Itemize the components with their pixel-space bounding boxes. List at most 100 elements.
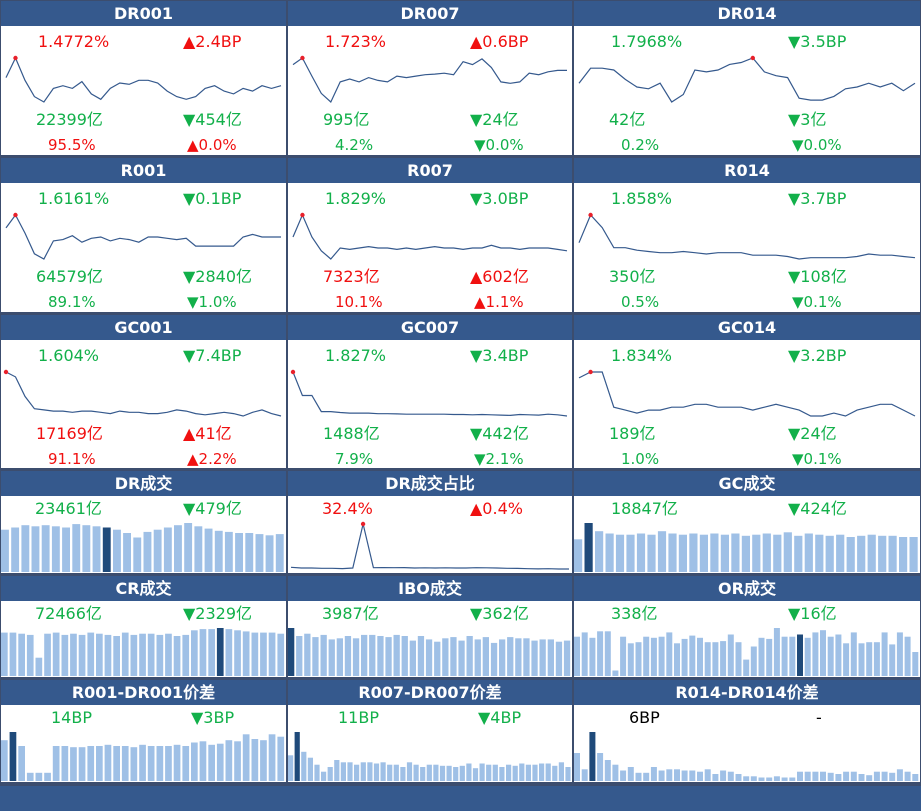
- panel-title: DR001: [1, 1, 286, 26]
- volume-bar-chart-bar: [61, 634, 69, 676]
- volume-bar-chart-bar: [245, 533, 254, 572]
- volume-bar-chart: [288, 628, 571, 676]
- volume-bar-chart-bar: [783, 532, 792, 572]
- volume-bar-chart-bar: [896, 632, 903, 676]
- share-line-chart-max-marker: [360, 521, 366, 527]
- spread-bar-chart-bar: [720, 770, 727, 781]
- volume-bar-chart-bar: [741, 535, 750, 572]
- volume-bar-chart-bar: [804, 533, 813, 572]
- spread-change: -: [816, 708, 822, 727]
- volume-bar-chart-bar: [773, 534, 782, 572]
- volume-bar-chart-bar: [615, 534, 625, 572]
- volume-bar-chart-bar: [31, 526, 40, 572]
- volume-bar-chart-bar: [873, 642, 880, 676]
- spread-bar-chart-bar: [850, 771, 857, 781]
- rate-panel-r014: R014 1.858% ▼3.7BP 350亿 ▼108亿 0.5% ▼0.1%: [574, 158, 920, 312]
- volume-change: ▲602亿: [470, 267, 529, 286]
- volume-bar-chart-bar: [731, 533, 740, 572]
- spread-bar-chart-bar: [674, 769, 680, 781]
- volume-bar-chart-bar: [18, 633, 25, 676]
- volume-change: ▼454亿: [183, 110, 242, 129]
- rate-sparkline: [5, 212, 281, 260]
- volume-bar-chart-bar: [182, 634, 190, 676]
- spread-bar-chart-bar: [866, 775, 873, 781]
- volume-bar-chart-bar: [843, 643, 850, 676]
- volume-bar-chart-bar: [92, 526, 101, 572]
- volume-bar-chart-bar: [21, 525, 30, 572]
- spread-bar-chart: [288, 732, 571, 781]
- spread-bar-chart-bar: [896, 769, 903, 781]
- volume-bar-chart-bar: [758, 637, 765, 676]
- rate-sparkline-line: [5, 213, 281, 260]
- volume-bar-chart-bar: [474, 639, 481, 676]
- rate-panel-r001: R001 1.6161% ▼0.1BP 64579亿 ▼2840亿 89.1% ▼1.0%: [1, 158, 286, 312]
- volume-bar-chart-bar: [377, 636, 384, 676]
- spread-bar-chart-bar: [558, 762, 564, 781]
- spread-bar-chart-bar: [597, 753, 604, 781]
- volume-bar-chart: [1, 628, 285, 676]
- rate-change: ▼3.4BP: [470, 346, 529, 365]
- spread-bar-chart-bar: [165, 746, 172, 781]
- volume-bar-chart-bar: [612, 670, 619, 676]
- panel-title: DR成交占比: [288, 471, 572, 496]
- volume-bar-chart-bar: [352, 638, 360, 676]
- panel-title: GC成交: [574, 471, 920, 496]
- spread-bar-chart-bar: [519, 763, 525, 781]
- spread-bar-chart-bar: [539, 763, 545, 781]
- volume-value: 7323亿: [323, 267, 380, 286]
- spread-bar-chart-bar: [506, 764, 512, 781]
- volume-bar-chart-bar: [743, 659, 750, 676]
- spread-bar-chart-bar: [1, 740, 8, 781]
- rate-change: ▼3.0BP: [470, 189, 529, 208]
- volume-bar-chart-bar: [912, 652, 919, 676]
- volume-bar-chart-bar: [635, 642, 642, 676]
- volume-bar-chart-bar: [385, 637, 392, 676]
- volume-bar-chart-bar: [156, 634, 164, 676]
- panel-title: R007-DR007价差: [288, 680, 572, 705]
- panel-title: DR成交: [1, 471, 286, 496]
- spread-bar-chart-bar: [620, 770, 627, 781]
- volume-bar-chart-bar: [899, 537, 908, 572]
- spread-bar-chart-bar: [87, 746, 95, 781]
- spread-bar-chart-bar: [288, 755, 294, 781]
- share-value: 0.2%: [621, 136, 660, 154]
- spread-bar-chart-bar: [433, 764, 439, 781]
- spread-bar-chart-bar: [604, 760, 611, 781]
- share-value: 7.9%: [335, 450, 374, 468]
- rate-value: 1.834%: [611, 346, 673, 365]
- spread-bar-chart-bar: [827, 772, 834, 781]
- volume-value: 995亿: [323, 110, 370, 129]
- volume-bar-chart-bar: [409, 640, 416, 676]
- share-change: ▼0.0%: [792, 136, 842, 154]
- volume-bar-chart-bar: [773, 628, 780, 676]
- volume-bar-chart-bar: [643, 636, 650, 676]
- share-change: ▼1.0%: [187, 293, 237, 311]
- rate-sparkline-line: [578, 213, 916, 260]
- volume-bar-chart-bar: [204, 528, 213, 572]
- volume-bar-chart-bar: [605, 533, 614, 572]
- volume-bar-chart-bar: [216, 628, 224, 676]
- rate-sparkline-max-marker: [588, 212, 593, 218]
- volume-change: ▼24亿: [470, 110, 519, 129]
- volume-bar-chart-bar: [184, 523, 193, 572]
- volume-bar-chart-bar: [312, 637, 319, 676]
- spread-bar-chart-bar: [147, 746, 155, 781]
- volume-bar-chart-bar: [846, 537, 855, 572]
- panel-title: GC014: [574, 315, 920, 340]
- spread-bar-chart-bar: [380, 762, 386, 781]
- volume-bar-chart-bar: [827, 636, 834, 676]
- volume-bar-chart-bar: [275, 534, 284, 572]
- share-value: 95.5%: [48, 136, 96, 154]
- volume-bar-chart-bar: [836, 534, 845, 572]
- volume-value: 72466亿: [35, 604, 102, 623]
- rate-sparkline: [578, 212, 916, 260]
- volume-change: ▼3亿: [788, 110, 827, 129]
- volume-bar-chart-bar: [234, 630, 241, 676]
- volume-bar-chart-bar: [199, 629, 207, 676]
- rate-sparkline-line: [292, 371, 568, 417]
- volume-bar-chart-bar: [658, 636, 665, 676]
- rate-sparkline-max-marker: [13, 212, 18, 218]
- spread-bar-chart-bar: [689, 770, 696, 781]
- spread-bar-chart-bar: [44, 772, 51, 781]
- spread-bar-chart-bar: [400, 767, 406, 781]
